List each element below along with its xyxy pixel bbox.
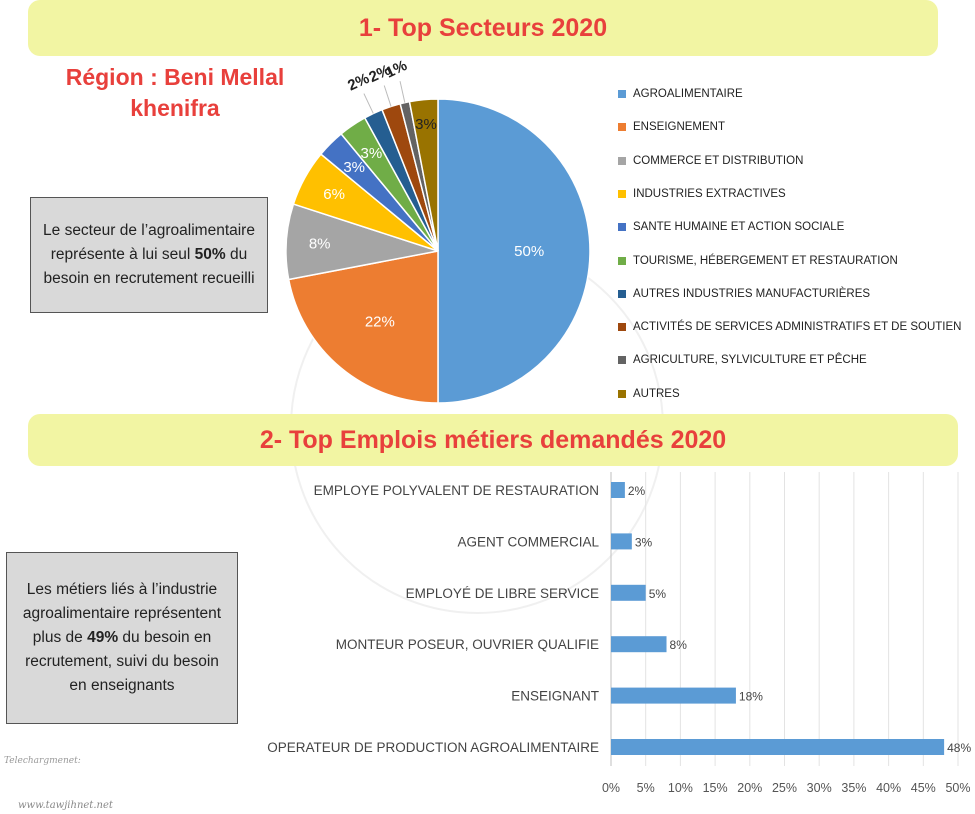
bar-data-label: 8% (670, 638, 688, 652)
legend-item: AUTRES (618, 388, 680, 400)
y-category-label: AGENT COMMERCIAL (457, 534, 599, 549)
legend-label: TOURISME, HÉBERGEMENT ET RESTAURATION (633, 254, 898, 267)
x-tick-label: 0% (602, 781, 620, 795)
legend-swatch (618, 90, 626, 98)
jobs-title: 2- Top Emplois métiers demandés 2020 (259, 425, 727, 454)
legend-label: COMMERCE ET DISTRIBUTION (633, 154, 804, 167)
legend-swatch (618, 323, 626, 332)
pie-leader-line (399, 81, 406, 103)
x-tick-label: 40% (876, 781, 901, 795)
sectors-note-bold: 50% (194, 246, 226, 263)
legend-label: SANTE HUMAINE ET ACTION SOCIALE (633, 221, 845, 234)
sectors-title: 1- Top Secteurs 2020 (358, 13, 608, 42)
jobs-bar-chart: 0% 5% 10% 15% 20% 25% 30% 35% 40% 45% 50% EMPLOYE P… (267, 472, 971, 795)
bar (611, 687, 736, 704)
legend-item: AGROALIMENTAIRE (618, 88, 743, 100)
x-tick-label: 45% (911, 781, 936, 795)
legend-swatch (618, 256, 626, 265)
region-title: Région : Beni Mellal khenifra (40, 62, 310, 124)
legend-label: AUTRES INDUSTRIES MANUFACTURIÈRES (633, 287, 871, 300)
y-category-label: EMPLOYÉ DE LIBRE SERVICE (406, 586, 599, 601)
sectors-note-text-2: du besoin en recrutement recueilli (43, 246, 255, 287)
legend-swatch (618, 289, 626, 298)
legend-item: SANTE HUMAINE ET ACTION SOCIALE (618, 221, 844, 233)
jobs-note-bold: 49% (87, 629, 119, 646)
legend-item: INDUSTRIES EXTRACTIVES (618, 188, 786, 200)
sectors-note: Le secteur de l’agroalimentaire représen… (30, 197, 268, 313)
pie-leader-line (383, 85, 392, 107)
legend-label: AUTRES (633, 387, 680, 400)
bar-data-label: 3% (635, 535, 653, 549)
sectors-banner: 1- Top Secteurs 2020 (28, 0, 938, 56)
legend-label: AGROALIMENTAIRE (633, 88, 743, 100)
legend-label: INDUSTRIES EXTRACTIVES (633, 187, 786, 200)
sectors-note-text-1: Le secteur de l’agroalimentaire représen… (43, 222, 255, 263)
legend-item: AUTRES INDUSTRIES MANUFACTURIÈRES (618, 288, 870, 300)
y-category-label: MONTEUR POSEUR, OUVRIER QUALIFIE (336, 637, 599, 652)
pie-label: 50% (514, 243, 544, 260)
jobs-note-text-2: du besoin en recrutement, suivi du besoi… (25, 629, 219, 694)
bar-data-label: 18% (739, 690, 763, 704)
pie-label: 6% (323, 186, 345, 203)
x-tick-label: 20% (737, 781, 762, 795)
bar (611, 482, 625, 498)
bar-data-label: 5% (649, 587, 667, 601)
y-category-label: OPERATEUR DE PRODUCTION AGROALIMENTAIRE (267, 740, 599, 755)
bar-data-label: 2% (628, 484, 646, 498)
legend-swatch (618, 223, 626, 232)
jobs-banner: 2- Top Emplois métiers demandés 2020 (28, 414, 958, 466)
x-tick-label: 50% (945, 781, 970, 795)
region-line-1: Région : Beni Mellal (65, 64, 285, 90)
y-category-label: EMPLOYE POLYVALENT DE RESTAURATION (314, 483, 599, 498)
credit-download: Telechargmenet: (4, 756, 81, 766)
pie-label: 22% (365, 313, 395, 330)
jobs-note-text-1: Les métiers liés à l’industrie agroalime… (22, 581, 222, 646)
x-tick-label: 30% (807, 781, 832, 795)
legend-item: ENSEIGNEMENT (618, 121, 725, 133)
legend-swatch (618, 389, 626, 398)
legend-item: COMMERCE ET DISTRIBUTION (618, 155, 803, 167)
legend-swatch (618, 356, 626, 365)
x-tick-label: 5% (637, 781, 655, 795)
x-tick-label: 35% (841, 781, 866, 795)
pie-label: 3% (361, 145, 383, 162)
sectors-pie-chart: 50%22%8%6%3%3%2%2%1%3% (285, 60, 591, 404)
region-line-2: khenifra (130, 95, 220, 121)
pie-slice (437, 98, 591, 404)
x-tick-label: 25% (772, 781, 797, 795)
bar (611, 584, 646, 601)
legend-swatch (618, 123, 626, 132)
x-tick-label: 15% (703, 781, 728, 795)
legend-label: ENSEIGNEMENT (633, 121, 726, 134)
y-category-label: ENSEIGNANT (511, 689, 599, 704)
x-tick-label: 10% (668, 781, 693, 795)
pie-label: 3% (343, 159, 365, 176)
pie-slice (287, 250, 439, 404)
legend-item: AGRICULTURE, SYLVICULTURE ET PÊCHE (618, 354, 867, 366)
legend-item: ACTIVITÉS DE SERVICES ADMINISTRATIFS ET … (618, 321, 961, 333)
jobs-note: Les métiers liés à l’industrie agroalime… (6, 552, 238, 724)
bar-data-label: 48% (947, 741, 971, 755)
pie-slice (408, 98, 439, 252)
legend-label: ACTIVITÉS DE SERVICES ADMINISTRATIFS ET … (633, 321, 962, 334)
credit-url: www.tawjihnet.net (18, 800, 113, 811)
legend-item: TOURISME, HÉBERGEMENT ET RESTAURATION (618, 255, 898, 267)
pie-label: 8% (309, 236, 331, 253)
pie-leader-line (363, 93, 374, 114)
pie-label: 3% (415, 116, 437, 133)
bar (611, 739, 945, 755)
bar (611, 533, 632, 550)
legend-swatch (618, 189, 626, 198)
bar (611, 636, 667, 653)
legend-label: AGRICULTURE, SYLVICULTURE ET PÊCHE (633, 354, 867, 367)
legend-swatch (618, 156, 626, 165)
